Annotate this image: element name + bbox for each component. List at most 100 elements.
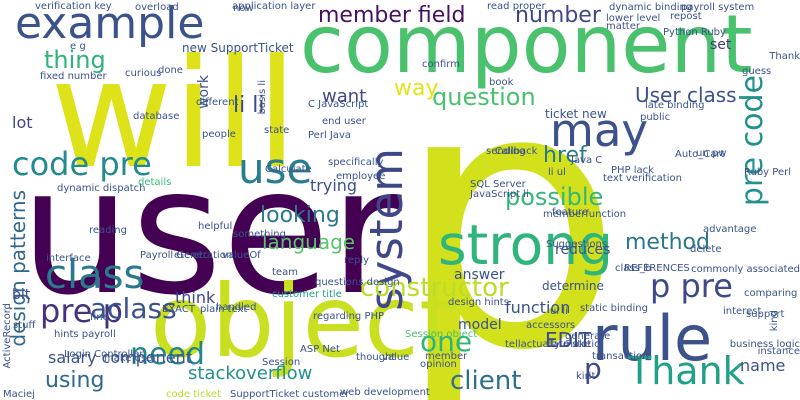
word-tellactually-make: tellactually make bbox=[505, 339, 591, 350]
word-exact: EXACT bbox=[162, 304, 195, 315]
word-value: value bbox=[382, 352, 410, 363]
word-kind: kind bbox=[769, 310, 780, 332]
word-different: different bbox=[196, 97, 239, 108]
word-matter: matter bbox=[606, 21, 640, 32]
word-li-li: li li bbox=[233, 93, 265, 118]
word-possible: possible bbox=[505, 183, 604, 211]
word-now: now bbox=[233, 3, 254, 14]
word-asp-net: ASP Net bbox=[300, 344, 340, 355]
word-member: member bbox=[425, 351, 468, 362]
word-looking: looking bbox=[260, 203, 340, 228]
word-li-ul: li ul bbox=[548, 167, 566, 178]
word-pre-code: pre code bbox=[735, 75, 770, 207]
word-href: href bbox=[543, 143, 587, 168]
word-advantage: advantage bbox=[703, 224, 757, 235]
word-ruby-perl: Ruby Perl bbox=[744, 167, 791, 178]
word-people: people bbox=[202, 129, 236, 140]
word-memberfunction: memberfunction bbox=[543, 209, 627, 220]
word-thought: thought bbox=[356, 352, 396, 363]
word-payroll-system: payroll system bbox=[681, 2, 755, 13]
word-static-binding: static binding bbox=[580, 303, 648, 314]
word-session-object: Session object bbox=[405, 329, 478, 340]
word-constructor: constructor bbox=[360, 273, 509, 303]
word-generate: generate bbox=[565, 331, 611, 342]
word-fine: fine bbox=[90, 312, 109, 323]
word-example: example bbox=[15, 0, 205, 49]
word-name: name bbox=[740, 356, 786, 375]
word-activerecord: ActiveRecord bbox=[2, 303, 13, 369]
word-new-supportticket: new SupportTicket bbox=[182, 41, 294, 55]
word-method: method bbox=[625, 230, 710, 255]
word-rule: rule bbox=[592, 302, 713, 375]
word-regarding-php: regarding PHP bbox=[313, 311, 385, 322]
word-database: database bbox=[133, 111, 180, 122]
word-transaction: transaction bbox=[592, 351, 649, 362]
word-state: state bbox=[264, 125, 290, 136]
word-client: client bbox=[450, 366, 522, 396]
word-perl-java: Perl Java bbox=[308, 130, 352, 141]
word-way: way bbox=[394, 76, 439, 101]
word-determine: determine bbox=[542, 279, 604, 293]
word-login-controller: Login Controller bbox=[64, 349, 144, 360]
word-commonly-associated: commonly associated bbox=[691, 264, 800, 275]
word-ticket-new: ticket new bbox=[545, 107, 607, 121]
word-class-b: class_b bbox=[615, 263, 652, 274]
word-sending: sending bbox=[486, 146, 526, 157]
word-support: support bbox=[746, 309, 785, 320]
word-thing: thing bbox=[44, 46, 106, 74]
word-strong: strong bbox=[438, 213, 614, 277]
word-employee: employee bbox=[336, 171, 386, 182]
word-use: use bbox=[238, 144, 313, 193]
word-read-proper: read proper bbox=[487, 1, 546, 12]
word-questions-design: questions design bbox=[315, 277, 400, 288]
word-reply: reply bbox=[344, 255, 370, 266]
word-component: component bbox=[300, 0, 753, 91]
word-specifically: specifically bbox=[328, 157, 384, 168]
word-user: user bbox=[20, 131, 402, 334]
word-confirm: confirm bbox=[422, 59, 460, 70]
word-thank: Thank bbox=[628, 349, 745, 393]
word-may: may bbox=[550, 104, 649, 157]
word-using: using bbox=[45, 368, 105, 393]
word-class: class bbox=[45, 252, 145, 298]
word-reading: reading bbox=[89, 225, 127, 236]
word-function: function bbox=[505, 298, 571, 317]
word-user-class: User class bbox=[635, 83, 737, 107]
word-p: p bbox=[395, 10, 624, 400]
word-one: one bbox=[420, 325, 473, 358]
word-verification-key: verification key bbox=[35, 1, 112, 12]
word-python-ruby: Python Ruby bbox=[663, 27, 726, 38]
word-kirit: kirit bbox=[576, 371, 596, 382]
word-sql-server: SQL Server bbox=[470, 179, 526, 190]
word-instance: instance bbox=[757, 346, 800, 357]
word-delete: delete bbox=[690, 244, 722, 255]
word-fixed-number: fixed number bbox=[40, 71, 107, 82]
word-basis-li: basis li bbox=[257, 80, 268, 115]
word-member-field: member field bbox=[318, 3, 466, 28]
word-text-verification: text verification bbox=[603, 173, 682, 184]
word-think: think bbox=[175, 288, 216, 307]
word-public: public bbox=[640, 112, 671, 123]
word-customer-title: customer title bbox=[272, 289, 342, 300]
word-c-javascript: C JavaScript bbox=[308, 99, 369, 110]
word-object: object bbox=[150, 263, 459, 380]
word-accessors: accessors bbox=[526, 320, 576, 331]
word-make-use: make use bbox=[104, 353, 153, 364]
word-callback: Callback bbox=[495, 146, 538, 157]
word-references: REFERENCES bbox=[624, 263, 690, 274]
word-team: team bbox=[272, 267, 298, 278]
word-maciej: Maciej bbox=[3, 389, 35, 400]
word-suggestions: Suggestions bbox=[546, 239, 608, 250]
word-hints-payroll: hints payroll bbox=[54, 329, 116, 340]
word-late-binding: late binding bbox=[645, 100, 705, 111]
word-ul-li: ul li bbox=[550, 306, 568, 317]
word-details: details bbox=[138, 177, 172, 188]
word-language: language bbox=[262, 230, 356, 254]
word-late-static: late static bbox=[550, 339, 600, 350]
word-overload: overload bbox=[135, 2, 179, 13]
word-design-hints: design hints bbox=[448, 297, 509, 308]
word-curious: curious bbox=[125, 68, 162, 79]
word-salary-component: salary component bbox=[48, 348, 193, 367]
word-p: p bbox=[584, 352, 602, 385]
